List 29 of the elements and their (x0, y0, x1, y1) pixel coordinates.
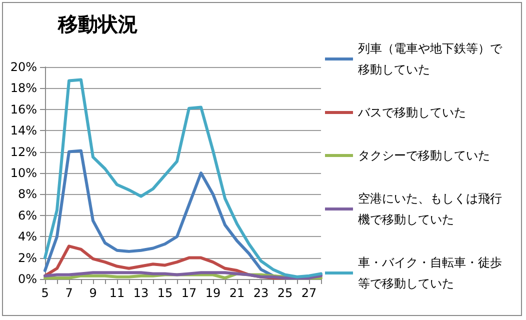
y-tick-label: 8% (18, 187, 37, 202)
y-tick-label: 18% (10, 81, 37, 96)
x-tick-label: 19 (205, 286, 221, 300)
x-tick-label: 21 (229, 286, 245, 300)
y-tick-label: 4% (18, 230, 37, 244)
chart-title: 移動状況 (57, 12, 138, 36)
x-tick-label: 7 (65, 286, 73, 300)
legend-label: バスで移動していた (357, 106, 466, 120)
y-tick-label: 16% (10, 102, 37, 116)
legend-label: タクシーで移動していた (358, 148, 490, 162)
y-tick-label: 6% (18, 208, 37, 222)
legend-label: 空港にいた、もしくは飛行機で移動していた (358, 192, 502, 226)
x-tick-label: 11 (109, 286, 125, 300)
y-tick-label: 20% (10, 60, 37, 74)
y-tick-label: 14% (10, 124, 37, 138)
y-tick-label: 12% (10, 144, 37, 159)
x-tick-label: 25 (277, 286, 293, 300)
x-tick-label: 9 (89, 286, 97, 300)
x-tick-label: 15 (157, 286, 173, 300)
legend-label: 列車（電車や地下鉄等）で移動していた (358, 42, 503, 76)
y-tick-label: 10% (10, 166, 37, 180)
y-tick-label: 2% (18, 250, 37, 265)
y-tick-label: 0% (18, 272, 37, 286)
x-tick-label: 5 (41, 286, 49, 300)
x-tick-label: 27 (301, 286, 317, 300)
x-tick-label: 13 (133, 286, 149, 300)
legend-label: 車・バイク・自転車・徒歩等で移動していた (358, 256, 502, 290)
x-tick-label: 23 (253, 286, 269, 300)
x-tick-label: 17 (181, 286, 197, 300)
